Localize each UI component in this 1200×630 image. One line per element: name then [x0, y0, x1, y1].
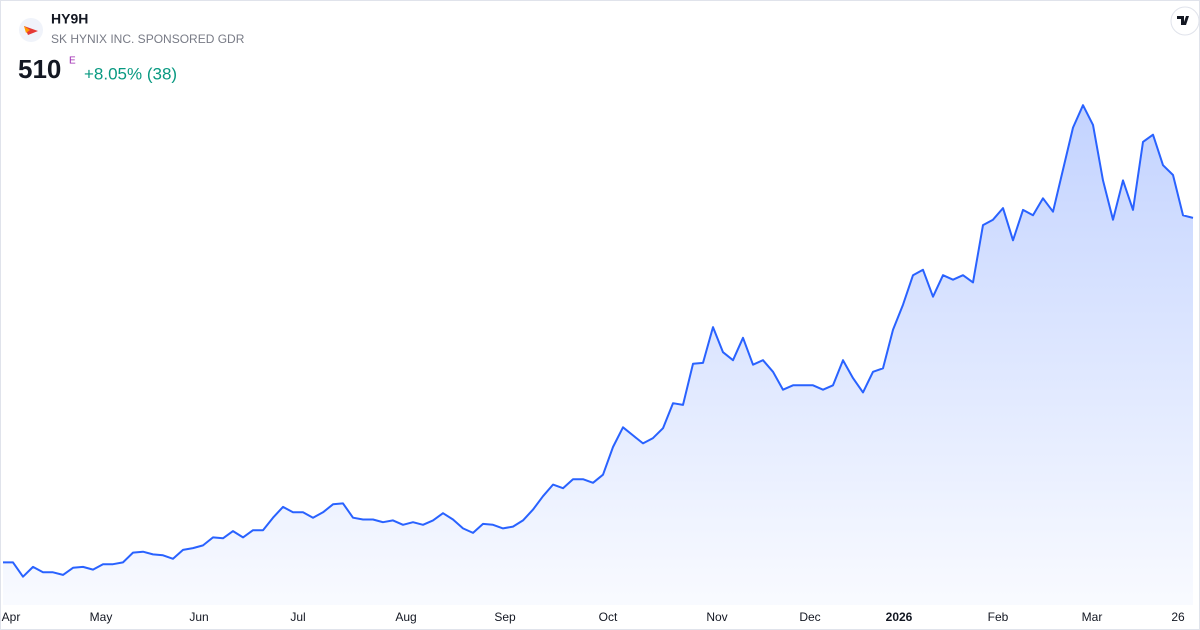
x-tick-label: Oct: [599, 610, 618, 624]
x-tick-label: Sep: [494, 610, 516, 624]
area-fill: [3, 105, 1193, 605]
price-flag: E: [69, 56, 76, 67]
x-tick-label: Feb: [988, 610, 1009, 624]
x-tick-label: May: [90, 610, 113, 624]
logo: [19, 18, 43, 42]
symbol: HY9H: [51, 11, 88, 27]
company-name: SK HYNIX INC. SPONSORED GDR: [51, 32, 245, 46]
x-tick-label: Nov: [706, 610, 727, 624]
x-tick-label: 2026: [886, 610, 913, 624]
x-tick-label: Aug: [395, 610, 416, 624]
x-tick-label: Jun: [189, 610, 208, 624]
price-line: [3, 104, 1194, 578]
price-change: +8.05% (38): [84, 64, 177, 83]
price: 510: [18, 54, 61, 84]
x-tick-label: 26: [1171, 610, 1185, 624]
tradingview-logo[interactable]: [1170, 6, 1200, 36]
x-tick-label: Mar: [1082, 610, 1103, 624]
x-tick-label: Jul: [290, 610, 305, 624]
x-tick-label: Dec: [799, 610, 820, 624]
x-tick-label: Apr: [2, 610, 21, 624]
